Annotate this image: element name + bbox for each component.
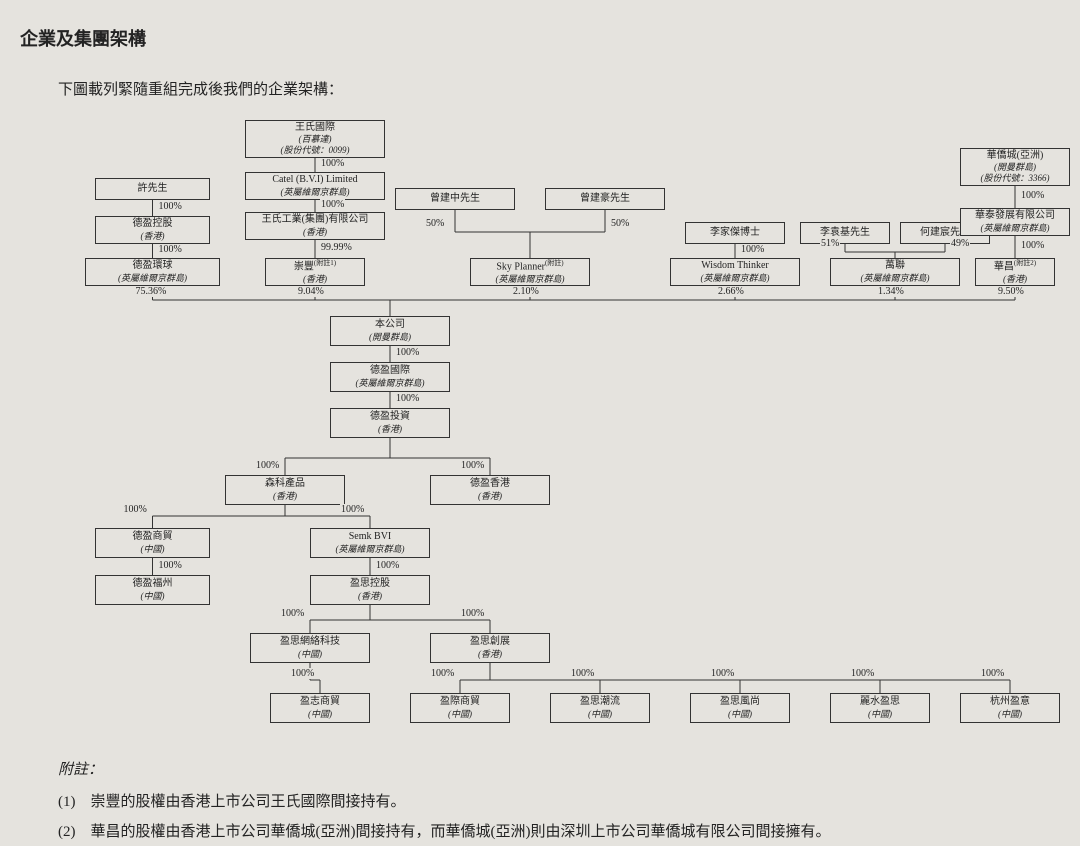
- pct-label: 100%: [710, 668, 735, 679]
- node-yingsi_wl: 盈思網絡科技(中國): [250, 633, 370, 663]
- pct-label: 100%: [280, 608, 305, 619]
- pct-label: 9.50%: [997, 286, 1025, 297]
- node-li_jj: 李家傑博士: [685, 222, 785, 244]
- pct-label: 100%: [740, 244, 765, 255]
- pct-label: 2.66%: [717, 286, 745, 297]
- pct-label: 100%: [395, 393, 420, 404]
- pct-label: 1.34%: [877, 286, 905, 297]
- pct-label: 50%: [425, 218, 445, 229]
- pct-label: 100%: [158, 201, 183, 212]
- node-deying_intl: 德盈國際(英屬維爾京群島): [330, 362, 450, 392]
- node-huachang: 華昌(附註2)(香港): [975, 258, 1055, 286]
- footnote-heading: 附註：: [58, 758, 103, 779]
- heading-subtitle: 下圖載列緊隨重組完成後我們的企業架構：: [58, 78, 343, 99]
- pct-label: 51%: [820, 238, 840, 249]
- footnote-num: (1): [58, 794, 76, 810]
- pct-label: 100%: [460, 460, 485, 471]
- node-zeng_jh: 曾建豪先生: [545, 188, 665, 210]
- pct-label: 50%: [610, 218, 630, 229]
- node-hangzhou_yy: 杭州盈意(中國): [960, 693, 1060, 723]
- footnote-text: 崇豐的股權由香港上市公司王氏國際間接持有。: [91, 794, 406, 810]
- node-deying_kg: 德盈控股(香港): [95, 216, 210, 244]
- node-wangshi_ind: 王氏工業(集團)有限公司(香港): [245, 212, 385, 240]
- footnote-2: (2) 華昌的股權由香港上市公司華僑城(亞洲)間接持有，而華僑城(亞洲)則由深圳…: [58, 820, 831, 841]
- node-deying_huanqiu: 德盈環球(英屬維爾京群島): [85, 258, 220, 286]
- footnote-1: (1) 崇豐的股權由香港上市公司王氏國際間接持有。: [58, 790, 406, 811]
- node-yingsi_cl: 盈思潮流(中國): [550, 693, 650, 723]
- node-senke: 森科產品(香港): [225, 475, 345, 505]
- node-deying_sm: 德盈商貿(中國): [95, 528, 210, 558]
- node-deying_inv: 德盈投資(香港): [330, 408, 450, 438]
- pct-label: 9.04%: [297, 286, 325, 297]
- pct-label: 100%: [1020, 240, 1045, 251]
- pct-label: 100%: [850, 668, 875, 679]
- pct-label: 100%: [320, 199, 345, 210]
- pct-label: 100%: [290, 668, 315, 679]
- node-xu_mr: 許先生: [95, 178, 210, 200]
- node-chongfeng: 崇豐(附註1)(香港): [265, 258, 365, 286]
- pct-label: 100%: [320, 158, 345, 169]
- node-wanlian: 萬聯(英屬維爾京群島): [830, 258, 960, 286]
- node-company: 本公司(開曼群島): [330, 316, 450, 346]
- footnote-num: (2): [58, 824, 76, 840]
- node-huatai_fz: 華泰發展有限公司(英屬維爾京群島): [960, 208, 1070, 236]
- node-yingsi_fs: 盈思風尚(中國): [690, 693, 790, 723]
- pct-label: 2.10%: [512, 286, 540, 297]
- pct-label: 100%: [980, 668, 1005, 679]
- pct-label: 100%: [123, 504, 148, 515]
- node-wangshi_intl: 王氏國際(百慕達)(股份代號：0099): [245, 120, 385, 158]
- node-lishui_ys: 麗水盈思(中國): [830, 693, 930, 723]
- pct-label: 100%: [570, 668, 595, 679]
- pct-label: 100%: [255, 460, 280, 471]
- node-semk_bvi: Semk BVI(英屬維爾京群島): [310, 528, 430, 558]
- pct-label: 100%: [460, 608, 485, 619]
- node-yingzhi_sm: 盈志商貿(中國): [270, 693, 370, 723]
- node-li_yj: 李袁基先生: [800, 222, 890, 244]
- node-yingsi_cz: 盈思創展(香港): [430, 633, 550, 663]
- node-sky_planner: Sky Planner(附註)(英屬維爾京群島): [470, 258, 590, 286]
- node-wisdom_thinker: Wisdom Thinker(英屬維爾京群島): [670, 258, 800, 286]
- node-yingsi_kg: 盈思控股(香港): [310, 575, 430, 605]
- heading-title: 企業及集團架構: [20, 25, 146, 51]
- node-yingji_sm: 盈際商貿(中國): [410, 693, 510, 723]
- node-deying_fz: 德盈福州(中國): [95, 575, 210, 605]
- pct-label: 100%: [158, 560, 183, 571]
- pct-label: 75.36%: [135, 286, 168, 297]
- node-deying_hk: 德盈香港(香港): [430, 475, 550, 505]
- pct-label: 100%: [430, 668, 455, 679]
- node-huaqiao_asia: 華僑城(亞洲)(開曼群島)(股份代號：3366): [960, 148, 1070, 186]
- pct-label: 100%: [395, 347, 420, 358]
- footnote-text: 華昌的股權由香港上市公司華僑城(亞洲)間接持有，而華僑城(亞洲)則由深圳上市公司…: [91, 824, 831, 840]
- pct-label: 100%: [375, 560, 400, 571]
- node-catel_bvi: Catel (B.V.I) Limited(英屬維爾京群島): [245, 172, 385, 200]
- org-chart-page: 企業及集團架構 下圖載列緊隨重組完成後我們的企業架構： 王氏國際(百慕達)(股份…: [0, 0, 1080, 846]
- pct-label: 99.99%: [320, 242, 353, 253]
- node-zeng_jz: 曾建中先生: [395, 188, 515, 210]
- pct-label: 100%: [1020, 190, 1045, 201]
- pct-label: 100%: [340, 504, 365, 515]
- pct-label: 49%: [950, 238, 970, 249]
- pct-label: 100%: [158, 244, 183, 255]
